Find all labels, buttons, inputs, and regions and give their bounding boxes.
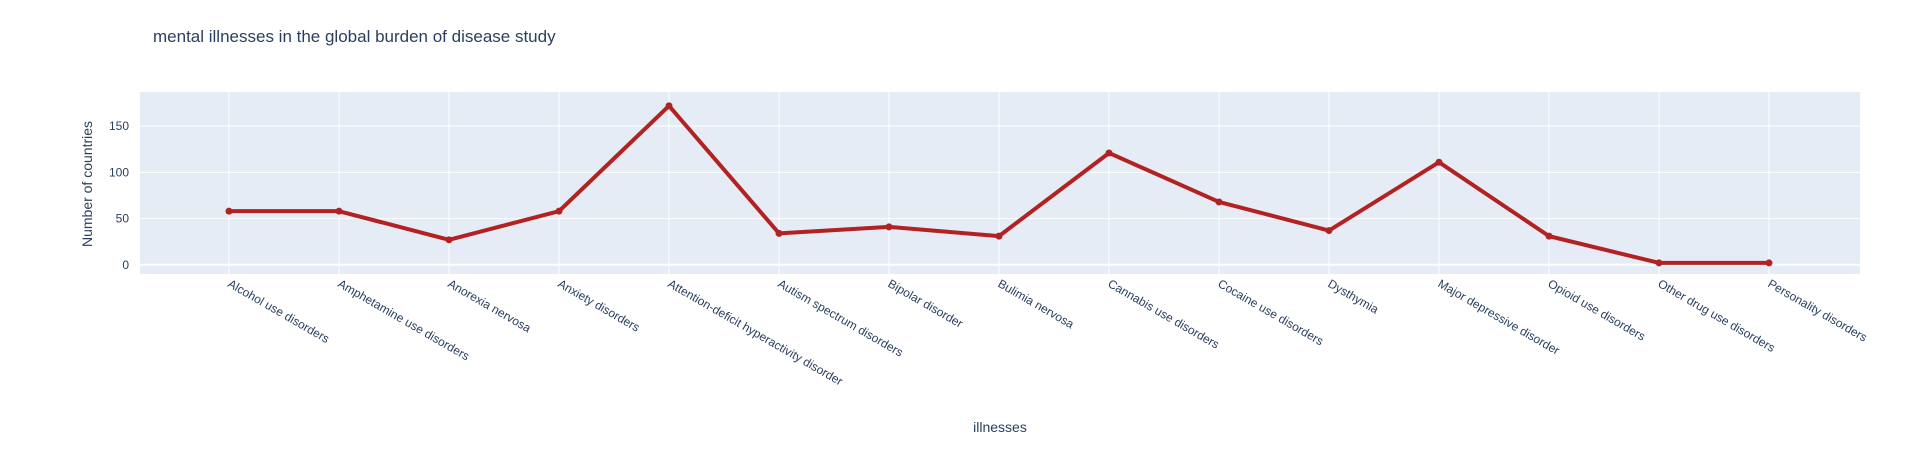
data-point[interactable] (775, 229, 783, 237)
data-point[interactable] (1215, 198, 1223, 206)
data-point[interactable] (1435, 158, 1443, 166)
x-tick-label: Bulimia nervosa (996, 276, 1077, 331)
data-point[interactable] (1105, 149, 1113, 157)
x-tick-label: Personality disorders (1766, 276, 1870, 344)
x-axis-title: illnesses (973, 419, 1027, 435)
x-axis-ticks: Alcohol use disorders Amphetamine use dis… (226, 276, 1870, 388)
x-tick-label: Cannabis use disorders (1106, 276, 1222, 351)
data-point[interactable] (995, 232, 1003, 240)
data-point[interactable] (1765, 259, 1773, 267)
data-point[interactable] (335, 207, 343, 215)
y-axis-title: Number of countries (79, 121, 95, 247)
y-tick-label: 100 (109, 165, 129, 179)
data-point[interactable] (665, 102, 673, 110)
x-tick-label: Alcohol use disorders (226, 276, 332, 345)
x-tick-label: Attention-deficit hyperactivity disorder (666, 276, 846, 388)
data-point[interactable] (445, 236, 453, 244)
chart-title: mental illnesses in the global burden of… (153, 27, 556, 46)
plot-area (140, 92, 1860, 274)
x-tick-label: Dysthymia (1326, 276, 1382, 316)
x-tick-label: Major depressive disorder (1436, 276, 1563, 357)
x-tick-label: Other drug use disorders (1656, 276, 1778, 354)
y-tick-label: 150 (109, 119, 129, 133)
data-point[interactable] (1545, 232, 1553, 240)
data-point[interactable] (885, 223, 893, 231)
x-tick-label: Anxiety disorders (556, 276, 643, 334)
data-point[interactable] (225, 207, 233, 215)
y-tick-label: 0 (122, 258, 129, 272)
x-tick-label: Cocaine use disorders (1216, 276, 1326, 348)
y-gridlines (140, 125, 1860, 266)
data-point[interactable] (555, 207, 563, 215)
y-axis-ticks: 0 50 100 150 (109, 119, 129, 272)
x-tick-label: Bipolar disorder (886, 276, 966, 330)
y-tick-label: 50 (116, 212, 130, 226)
data-point[interactable] (1655, 259, 1663, 267)
x-tick-label: Anorexia nervosa (446, 276, 534, 335)
data-points (225, 102, 1773, 267)
data-point[interactable] (1325, 227, 1333, 235)
x-tick-label: Opioid use disorders (1546, 276, 1648, 343)
x-gridlines (228, 92, 1770, 274)
